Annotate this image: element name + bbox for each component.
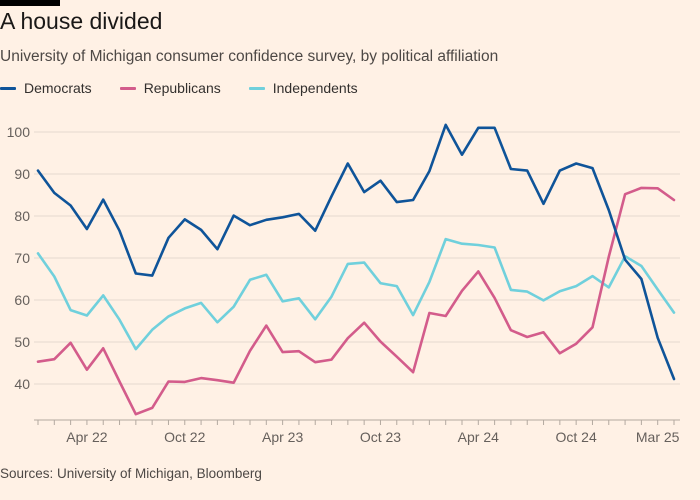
page-title: A house divided <box>0 8 163 34</box>
y-tick-label: 40 <box>14 376 30 392</box>
y-tick-label: 50 <box>14 334 30 350</box>
legend-item-democrats: Democrats <box>0 80 92 96</box>
x-tick-label: Mar 25 <box>636 429 680 445</box>
legend-label-democrats: Democrats <box>24 80 92 96</box>
line-chart: 40 50 60 70 80 90 100 Apr 22 Oct 22 Apr 23 Oct 23 A… <box>7 123 680 445</box>
x-tick-label: Apr 22 <box>66 429 107 445</box>
x-tick-label: Oct 22 <box>164 429 205 445</box>
independents-line <box>36 237 676 351</box>
x-tick-label: Oct 23 <box>360 429 401 445</box>
chart-legend: Democrats Republicans Independents <box>0 80 386 96</box>
legend-item-republicans: Republicans <box>119 80 221 96</box>
source-note: Sources: University of Michigan, Bloombe… <box>0 466 262 481</box>
x-tick-label: Oct 24 <box>556 429 597 445</box>
y-tick-label: 80 <box>14 208 30 224</box>
legend-item-independents: Independents <box>248 80 358 96</box>
legend-swatch-democrats <box>0 86 16 90</box>
brand-bar <box>0 0 60 6</box>
x-tick-label: Apr 24 <box>458 429 499 445</box>
y-tick-label: 100 <box>7 124 31 140</box>
democrats-line <box>36 123 676 381</box>
legend-swatch-independents <box>248 86 265 90</box>
y-tick-label: 60 <box>14 292 30 308</box>
legend-label-independents: Independents <box>272 80 358 96</box>
legend-label-republicans: Republicans <box>143 80 221 96</box>
legend-swatch-republicans <box>119 86 136 90</box>
x-tick-label: Apr 23 <box>262 429 303 445</box>
republicans-line <box>36 186 676 416</box>
page-subtitle: University of Michigan consumer confiden… <box>0 48 499 65</box>
y-tick-label: 70 <box>14 250 30 266</box>
y-tick-label: 90 <box>14 166 30 182</box>
